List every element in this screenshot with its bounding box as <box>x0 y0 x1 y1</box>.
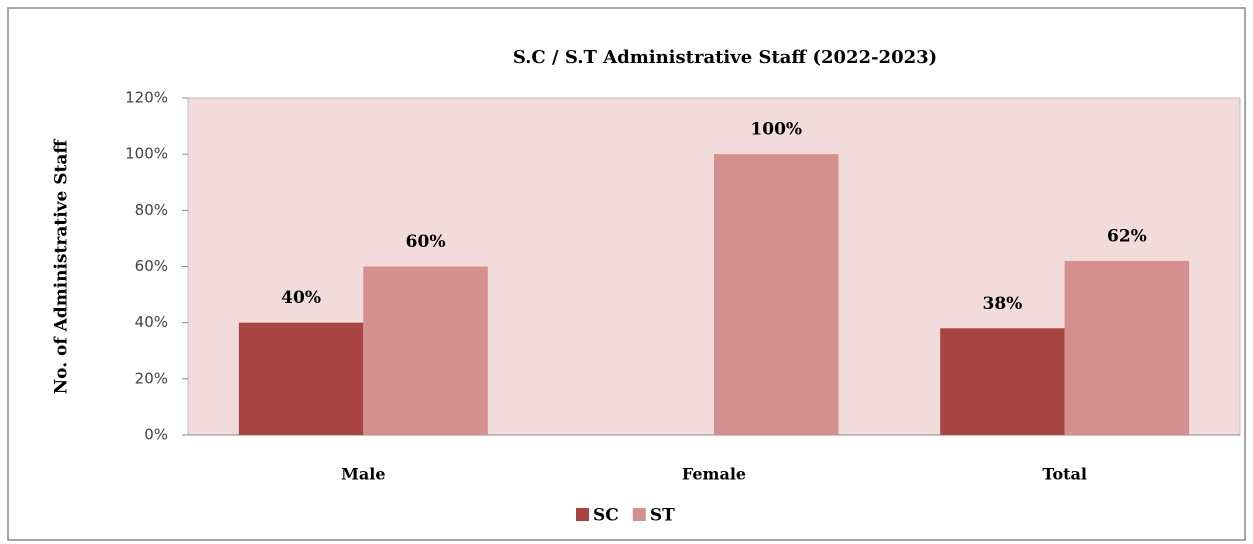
data-label: 62% <box>1107 226 1147 246</box>
data-label: 40% <box>281 288 321 308</box>
bar <box>714 154 839 435</box>
x-tick-label: Male <box>341 465 385 484</box>
y-tick-label: 20% <box>135 369 168 387</box>
y-tick-label: 120% <box>125 89 168 107</box>
y-tick-label: 0% <box>144 426 168 444</box>
legend-swatch <box>576 508 589 521</box>
chart-title: S.C / S.T Administrative Staff (2022-202… <box>513 47 937 68</box>
y-tick-label: 40% <box>135 313 168 331</box>
bar <box>363 266 488 435</box>
legend-label: ST <box>650 506 675 526</box>
x-tick-label: Total <box>1042 465 1087 484</box>
data-label: 60% <box>406 232 446 252</box>
bar <box>238 322 364 435</box>
bar <box>940 328 1065 435</box>
y-axis-label: No. of Administrative Staff <box>52 139 72 395</box>
y-tick-label: 100% <box>125 145 168 163</box>
y-tick-label: 60% <box>135 257 168 275</box>
data-label: 100% <box>750 120 802 140</box>
bar <box>1064 260 1190 435</box>
data-label: 38% <box>983 294 1023 314</box>
legend-label: SC <box>593 506 619 526</box>
legend-swatch <box>632 508 646 521</box>
y-tick-label: 80% <box>135 201 168 219</box>
x-tick-label: Female <box>682 465 746 484</box>
